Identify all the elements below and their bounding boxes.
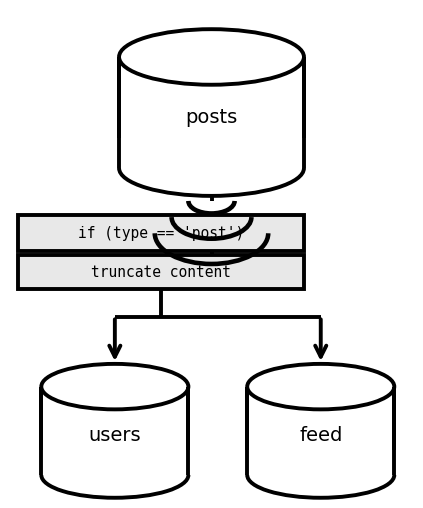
Bar [37, 450, 192, 475]
Text: if (type == 'post'): if (type == 'post') [78, 226, 244, 241]
Ellipse shape [247, 364, 394, 409]
Bar [115, 138, 308, 168]
Ellipse shape [119, 29, 304, 85]
Text: posts: posts [185, 108, 238, 127]
FancyBboxPatch shape [18, 255, 304, 290]
Bar [247, 387, 394, 475]
Ellipse shape [119, 140, 304, 196]
Ellipse shape [41, 364, 188, 409]
Bar [41, 387, 188, 475]
Ellipse shape [41, 452, 188, 498]
FancyBboxPatch shape [18, 215, 304, 251]
Text: users: users [88, 426, 141, 446]
Ellipse shape [247, 452, 394, 498]
Bar [119, 57, 304, 168]
Text: feed: feed [299, 426, 343, 446]
Text: truncate content: truncate content [91, 265, 231, 280]
Bar [243, 450, 398, 475]
